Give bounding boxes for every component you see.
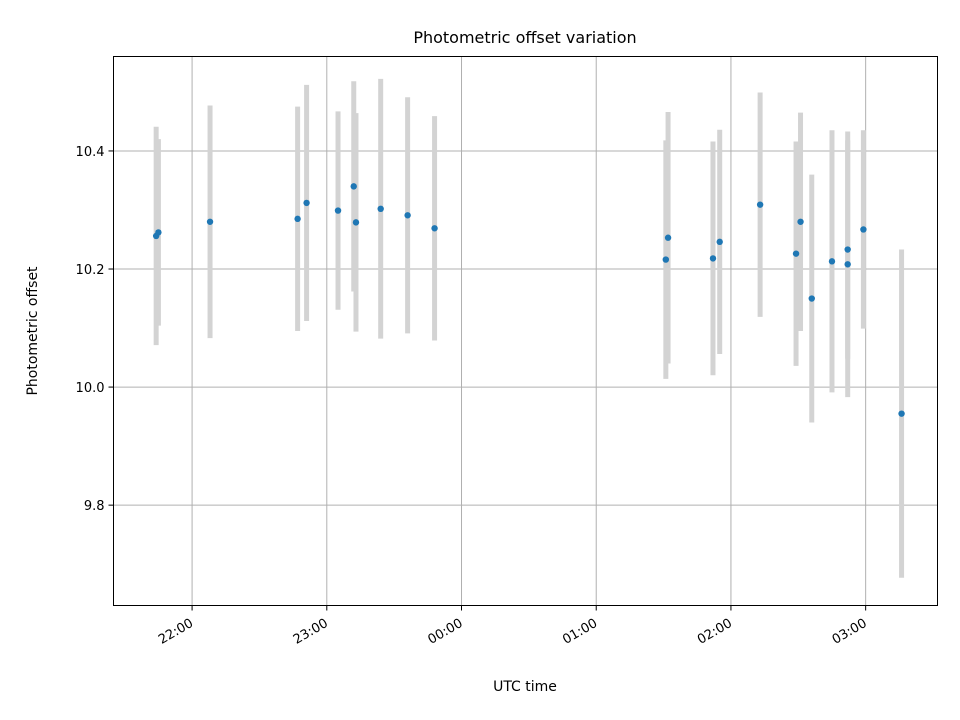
data-point	[334, 207, 342, 214]
data-point	[350, 183, 357, 190]
y-tick-label: 10.2	[76, 263, 105, 278]
data-point	[377, 205, 384, 213]
data-point	[155, 229, 162, 236]
axis-ticks: 22:00 23:00 00:00 01:00 02:00 03:00 9.8 10.0 10.…	[76, 145, 870, 648]
data-point	[664, 234, 672, 241]
x-tick-label: 01:00	[560, 616, 600, 648]
x-tick-label: 02:00	[695, 616, 735, 648]
data-point	[206, 218, 214, 225]
x-tick-label: 22:00	[156, 616, 196, 648]
x-axis-label: UTC time	[493, 679, 557, 695]
data-point	[756, 201, 764, 208]
chart-title: Photometric offset variation	[413, 28, 636, 47]
data-point	[844, 261, 851, 268]
y-axis-label: Photometric offset	[25, 266, 41, 396]
y-tick-label: 10.4	[76, 145, 105, 160]
data-point	[797, 218, 804, 225]
data-point	[828, 258, 836, 265]
data-point	[844, 246, 851, 253]
data-point	[808, 295, 815, 302]
data-point	[898, 410, 905, 417]
data-point	[294, 215, 301, 223]
data-point	[352, 219, 360, 226]
x-tick-label: 23:00	[291, 616, 331, 648]
data-point	[404, 212, 411, 219]
data-point	[716, 238, 723, 246]
y-tick-label: 10.0	[76, 381, 105, 396]
data-point	[431, 225, 438, 232]
data-point	[709, 255, 717, 262]
data-point	[792, 250, 800, 257]
y-tick-label: 9.8	[84, 499, 105, 514]
plot-frame	[113, 56, 938, 606]
x-tick-label: 00:00	[426, 616, 466, 648]
error-bars	[153, 78, 905, 578]
x-tick-label: 03:00	[830, 616, 870, 648]
data-point	[662, 256, 670, 263]
data-points	[152, 183, 905, 417]
data-point	[860, 226, 867, 233]
data-point	[303, 199, 310, 207]
